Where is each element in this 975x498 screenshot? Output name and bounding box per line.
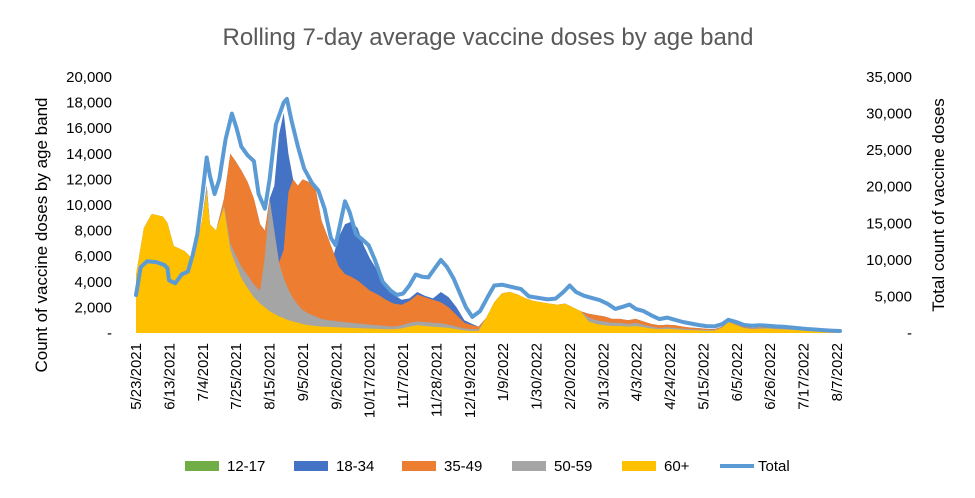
y-tick-label: 14,000	[66, 146, 112, 163]
y2-tick-label: 30,000	[866, 106, 912, 123]
legend-swatch-12-17	[185, 461, 219, 471]
y-tick-label: -	[107, 325, 112, 342]
y-tick-label: 12,000	[66, 171, 112, 188]
left-axis-title: Count of vaccine doses by age band	[32, 97, 51, 372]
legend-label-total: Total	[758, 458, 790, 475]
series-area-60	[136, 192, 840, 333]
legend-label-12-17: 12-17	[227, 458, 265, 475]
y2-tick-label: -	[907, 325, 912, 342]
x-tick-label: 12/19/2021	[462, 343, 479, 418]
x-tick-label: 5/15/2022	[696, 343, 713, 410]
y-tick-label: 18,000	[66, 95, 112, 112]
x-tick-label: 9/5/2021	[295, 343, 312, 401]
x-tick-label: 9/26/2021	[328, 343, 345, 410]
x-tick-label: 3/13/2022	[595, 343, 612, 410]
x-tick-label: 1/9/2022	[495, 343, 512, 401]
legend-swatch-18-34	[294, 461, 328, 471]
area-series-group	[136, 112, 840, 333]
x-tick-label: 2/20/2022	[562, 343, 579, 410]
chart-legend: 12-17 18-34 35-49 50-59 60+ Total	[185, 458, 790, 475]
x-tick-label: 6/13/2021	[161, 343, 178, 410]
x-axis-ticks: 5/23/2021 6/13/2021 7/4/2021 7/25/2021 8/15/…	[128, 343, 846, 418]
y2-tick-label: 35,000	[866, 69, 912, 86]
line-series-group	[134, 96, 842, 333]
x-tick-label: 5/23/2021	[128, 343, 145, 410]
x-tick-label: 11/28/2021	[428, 343, 445, 417]
right-axis-ticks: - 5,000 10,000 15,000 20,000 25,000 30,000 35,0…	[866, 69, 912, 342]
y-tick-label: 2,000	[74, 299, 112, 316]
x-tick-label: 7/4/2021	[195, 343, 212, 401]
x-tick-label: 6/26/2022	[762, 343, 779, 410]
legend-swatch-50-59	[512, 461, 546, 471]
y2-tick-label: 5,000	[874, 288, 912, 305]
legend-label-60: 60+	[664, 458, 690, 475]
x-tick-label: 8/7/2022	[829, 343, 846, 401]
x-tick-label: 4/24/2022	[662, 343, 679, 410]
y2-tick-label: 25,000	[866, 142, 912, 159]
legend-swatch-35-49	[402, 461, 436, 471]
x-tick-label: 10/17/2021	[362, 343, 379, 418]
right-axis-title: Total count of vaccine doses	[929, 98, 948, 312]
legend-label-50-59: 50-59	[554, 458, 592, 475]
x-tick-label: 8/15/2021	[262, 343, 279, 410]
chart-title: Rolling 7-day average vaccine doses by a…	[222, 24, 753, 51]
y-tick-label: 16,000	[66, 120, 112, 137]
series-area-35-49	[136, 153, 840, 333]
legend-swatch-60	[622, 461, 656, 471]
series-line-total	[134, 96, 842, 333]
x-tick-label: 11/7/2021	[395, 343, 412, 409]
x-tick-label: 7/25/2021	[228, 343, 245, 410]
x-tick-label: 1/30/2022	[529, 343, 546, 410]
y2-tick-label: 20,000	[866, 179, 912, 196]
y-tick-label: 20,000	[66, 69, 112, 86]
y-tick-label: 10,000	[66, 197, 112, 214]
y-tick-label: 6,000	[74, 248, 112, 265]
x-tick-label: 7/17/2022	[796, 343, 813, 410]
legend-label-35-49: 35-49	[444, 458, 482, 475]
x-tick-label: 6/5/2022	[729, 343, 746, 401]
y2-tick-label: 15,000	[866, 215, 912, 232]
left-axis-ticks: - 2,000 4,000 6,000 8,000 10,000 12,000 14,000 1…	[66, 69, 112, 342]
y-tick-label: 8,000	[74, 223, 112, 240]
x-tick-label: 4/3/2022	[629, 343, 646, 401]
y2-tick-label: 10,000	[866, 252, 912, 269]
legend-label-18-34: 18-34	[336, 458, 374, 475]
y-tick-label: 4,000	[74, 274, 112, 291]
